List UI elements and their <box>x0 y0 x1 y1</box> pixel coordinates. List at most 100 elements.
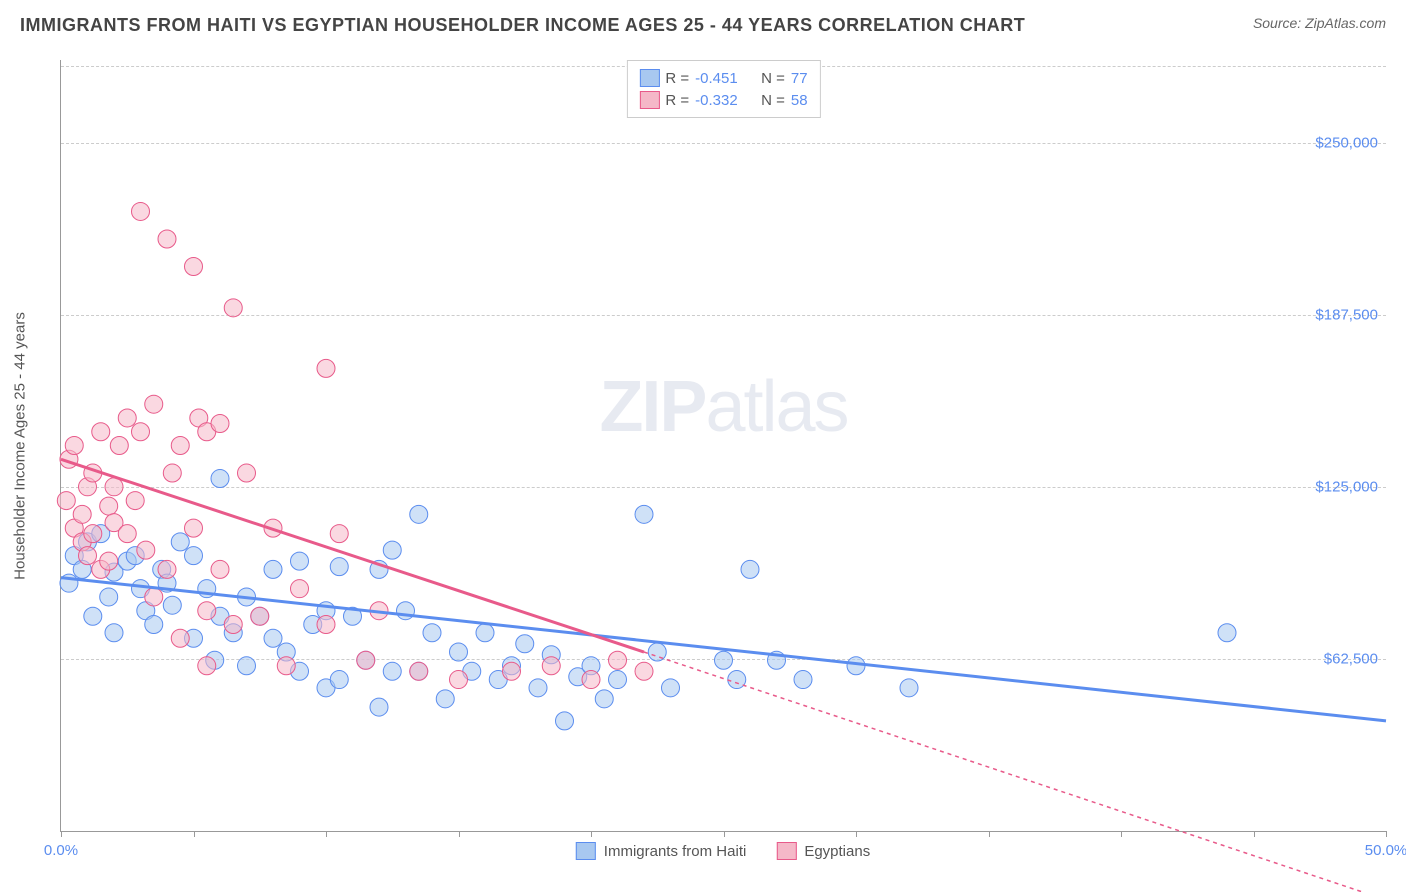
scatter-point <box>277 657 295 675</box>
scatter-point <box>57 492 75 510</box>
scatter-point <box>542 657 560 675</box>
scatter-point <box>145 395 163 413</box>
scatter-point <box>126 492 144 510</box>
scatter-point <box>238 657 256 675</box>
scatter-point <box>84 607 102 625</box>
chart-container: IMMIGRANTS FROM HAITI VS EGYPTIAN HOUSEH… <box>0 0 1406 892</box>
legend-swatch <box>639 69 659 87</box>
scatter-point <box>100 552 118 570</box>
scatter-point <box>900 679 918 697</box>
scatter-point <box>370 698 388 716</box>
plot-svg <box>61 60 1386 831</box>
scatter-point <box>118 525 136 543</box>
scatter-point <box>330 525 348 543</box>
scatter-point <box>251 607 269 625</box>
stat-N-label: N = <box>761 92 785 109</box>
scatter-point <box>556 712 574 730</box>
stat-R-value: -0.451 <box>695 70 755 87</box>
scatter-point <box>211 414 229 432</box>
scatter-point <box>110 437 128 455</box>
scatter-point <box>65 437 83 455</box>
scatter-point <box>410 662 428 680</box>
scatter-point <box>211 470 229 488</box>
scatter-point <box>423 624 441 642</box>
scatter-point <box>92 423 110 441</box>
scatter-point <box>264 629 282 647</box>
legend-swatch <box>576 842 596 860</box>
scatter-point <box>73 505 91 523</box>
scatter-point <box>516 635 534 653</box>
x-tick <box>61 831 62 837</box>
scatter-point <box>198 657 216 675</box>
scatter-point <box>662 679 680 697</box>
scatter-point <box>410 505 428 523</box>
y-axis-title: Householder Income Ages 25 - 44 years <box>12 312 29 580</box>
scatter-point <box>648 643 666 661</box>
legend-stats-row: R = -0.332 N = 58 <box>639 89 807 111</box>
scatter-point <box>224 615 242 633</box>
scatter-point <box>476 624 494 642</box>
x-tick <box>1254 831 1255 837</box>
scatter-point <box>145 615 163 633</box>
scatter-point <box>79 547 97 565</box>
scatter-point <box>450 671 468 689</box>
scatter-point <box>224 299 242 317</box>
scatter-point <box>171 437 189 455</box>
scatter-point <box>158 560 176 578</box>
x-tick <box>194 831 195 837</box>
legend-bottom-label: Egyptians <box>804 843 870 860</box>
stat-R-value: -0.332 <box>695 92 755 109</box>
x-tick-label: 0.0% <box>44 842 78 859</box>
legend-bottom-item: Egyptians <box>776 842 870 860</box>
source-name: ZipAtlas.com <box>1305 15 1386 31</box>
legend-stats-box: R =-0.451N =77R =-0.332N =58 <box>626 60 820 118</box>
trend-line <box>61 578 1386 721</box>
stat-N-value: 58 <box>791 92 808 109</box>
stat-N-label: N = <box>761 70 785 87</box>
legend-bottom-item: Immigrants from Haiti <box>576 842 747 860</box>
legend-bottom: Immigrants from Haiti Egyptians <box>576 842 870 860</box>
scatter-point <box>163 464 181 482</box>
scatter-point <box>264 560 282 578</box>
scatter-point <box>171 629 189 647</box>
scatter-point <box>715 651 733 669</box>
stat-R-label: R = <box>665 92 689 109</box>
scatter-point <box>383 541 401 559</box>
scatter-point <box>163 596 181 614</box>
source-attribution: Source: ZipAtlas.com <box>1253 15 1386 31</box>
scatter-point <box>145 588 163 606</box>
scatter-point <box>105 624 123 642</box>
scatter-point <box>118 409 136 427</box>
scatter-point <box>132 423 150 441</box>
scatter-point <box>185 258 203 276</box>
scatter-point <box>84 525 102 543</box>
scatter-point <box>132 202 150 220</box>
scatter-point <box>383 662 401 680</box>
x-tick <box>1121 831 1122 837</box>
chart-area: ZIPatlas R =-0.451N =77R =-0.332N =58 $6… <box>60 60 1386 832</box>
scatter-point <box>317 615 335 633</box>
plot-region: ZIPatlas R =-0.451N =77R =-0.332N =58 $6… <box>60 60 1386 832</box>
scatter-point <box>171 533 189 551</box>
scatter-point <box>158 230 176 248</box>
scatter-point <box>595 690 613 708</box>
scatter-point <box>529 679 547 697</box>
legend-stats-row: R =-0.451N =77 <box>639 67 807 89</box>
x-tick <box>724 831 725 837</box>
scatter-point <box>330 558 348 576</box>
scatter-point <box>794 671 812 689</box>
scatter-point <box>100 497 118 515</box>
chart-title: IMMIGRANTS FROM HAITI VS EGYPTIAN HOUSEH… <box>20 15 1025 36</box>
x-tick-label: 50.0% <box>1365 842 1406 859</box>
scatter-point <box>105 478 123 496</box>
x-tick <box>459 831 460 837</box>
scatter-point <box>317 359 335 377</box>
scatter-point <box>291 552 309 570</box>
scatter-point <box>198 602 216 620</box>
legend-swatch <box>776 842 796 860</box>
x-tick <box>856 831 857 837</box>
scatter-point <box>100 588 118 606</box>
scatter-point <box>582 671 600 689</box>
scatter-point <box>847 657 865 675</box>
source-label: Source: <box>1253 15 1305 31</box>
